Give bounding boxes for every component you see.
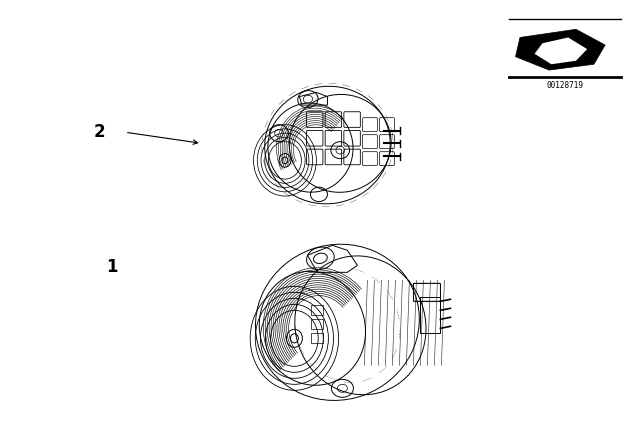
Text: 00128719: 00128719 <box>547 81 583 90</box>
Polygon shape <box>534 38 588 64</box>
Text: 1: 1 <box>106 258 118 276</box>
Text: 2: 2 <box>93 123 105 141</box>
Polygon shape <box>516 29 605 70</box>
